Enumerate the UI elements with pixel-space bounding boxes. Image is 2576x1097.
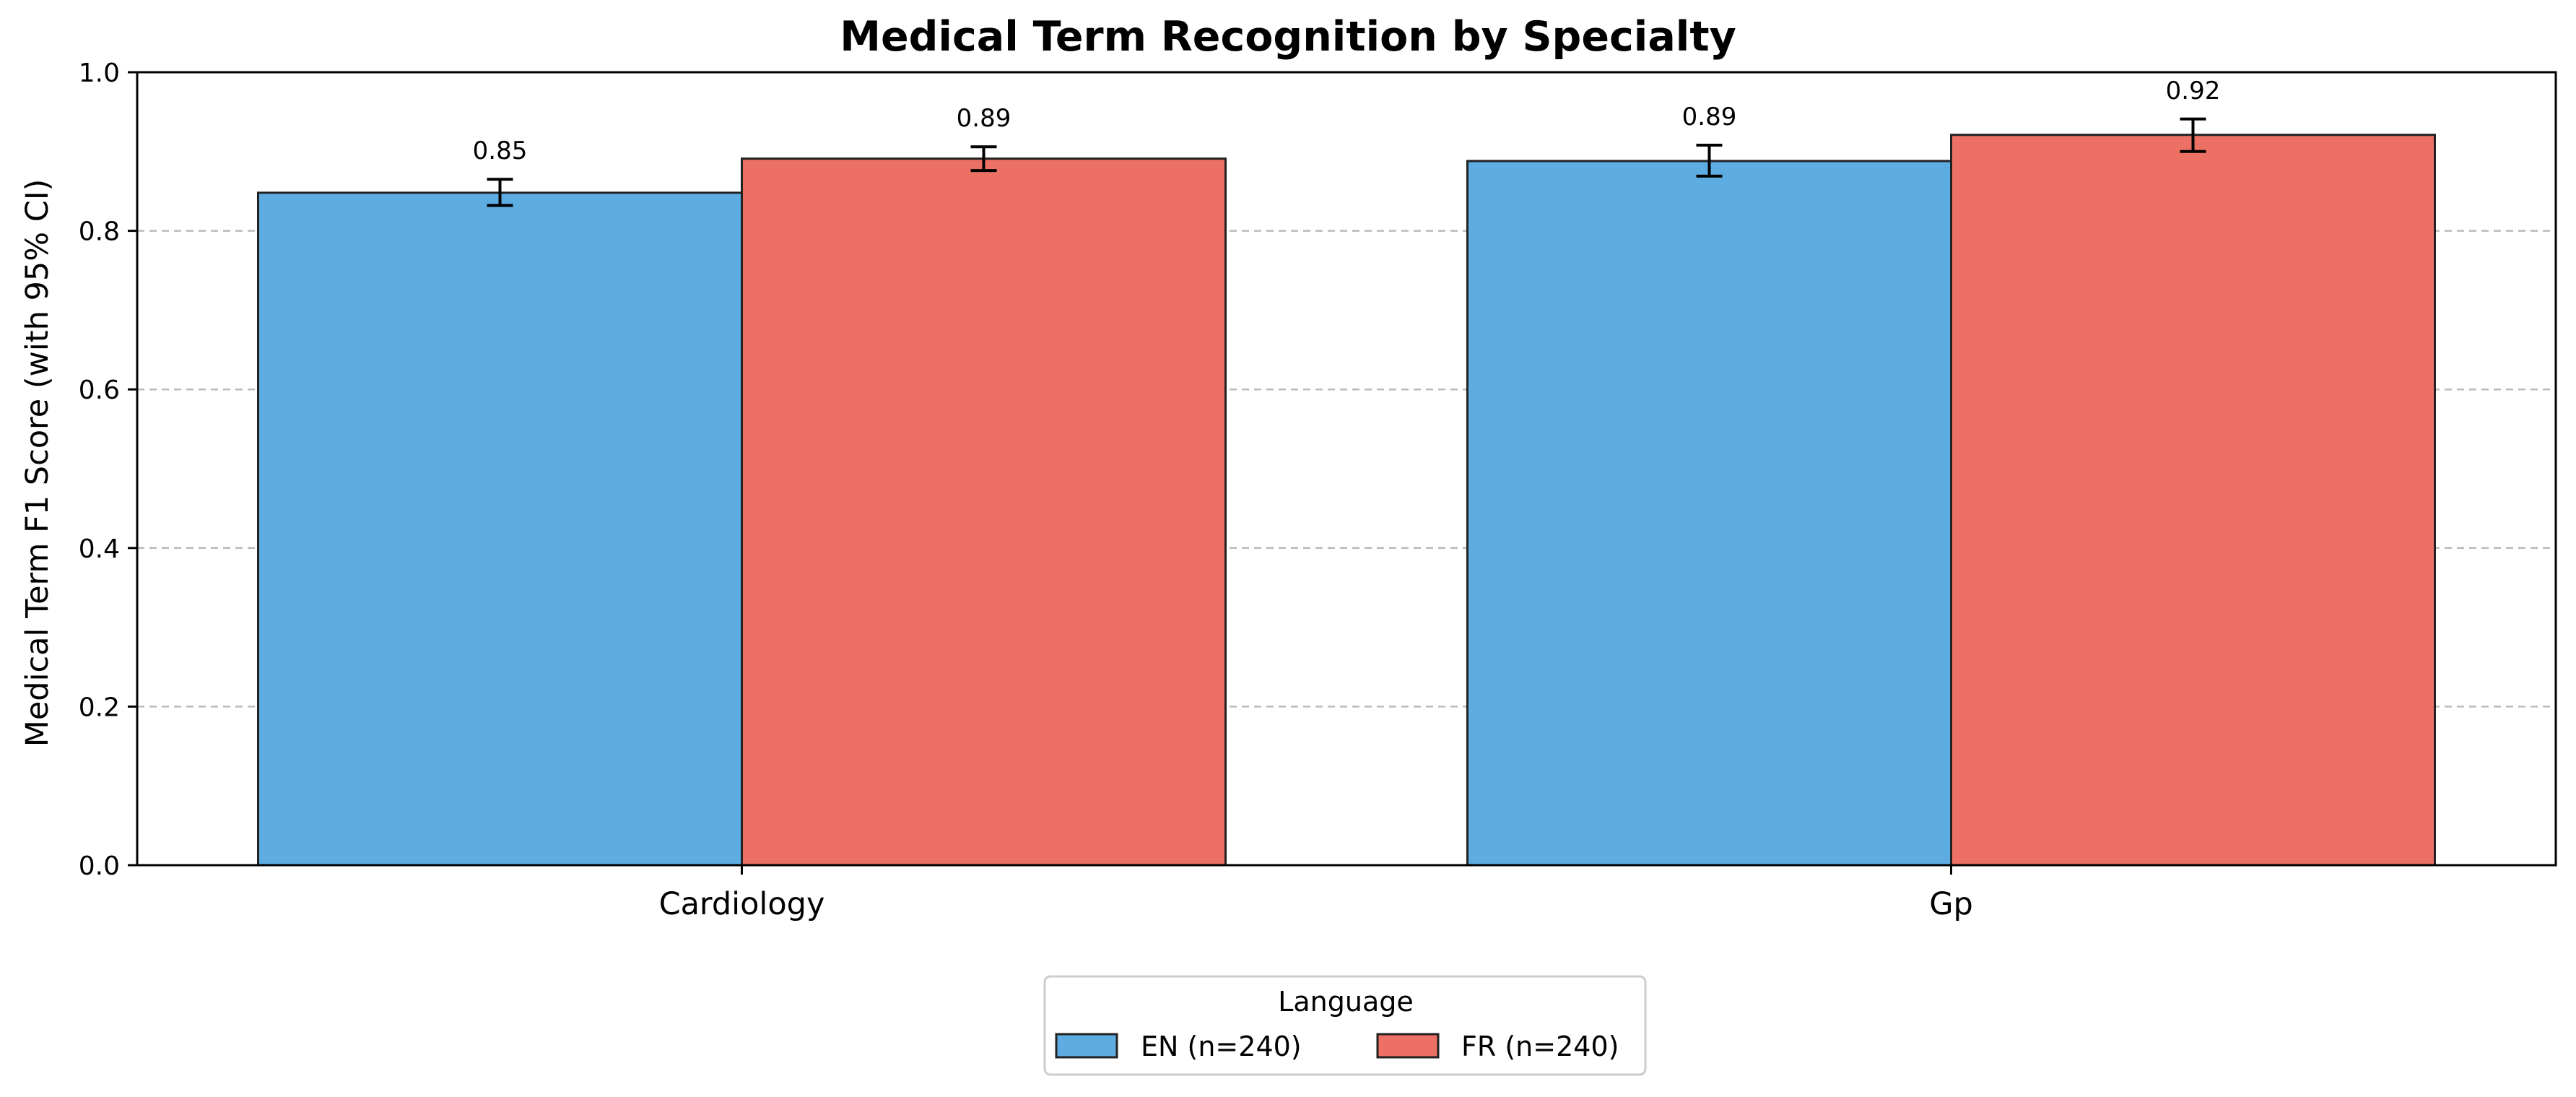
y-tick-label: 0.0	[79, 851, 120, 881]
y-tick-label: 0.2	[79, 693, 120, 722]
plot-frame	[136, 71, 2557, 867]
y-tick-label: 0.6	[79, 376, 120, 405]
error-bars	[487, 117, 2206, 207]
data-label: 0.85	[473, 136, 528, 165]
legend-box	[1043, 975, 1647, 1076]
y-tick-label: 1.0	[79, 58, 120, 88]
y-tick-label: 0.8	[79, 217, 120, 247]
y-axis-ticks: 0.0 0.2 0.4 0.6 0.8 1.0	[79, 58, 137, 881]
y-tick-label: 0.4	[79, 534, 120, 564]
legend: Language EN (n=240) FR (n=240)	[1043, 975, 1647, 1076]
chart-title: Medical Term Recognition by Specialty	[840, 13, 1736, 61]
data-label: 0.92	[2166, 77, 2221, 105]
legend-swatch-en	[1055, 1033, 1118, 1059]
bar	[257, 191, 743, 867]
legend-label-en: EN (n=240)	[1141, 1031, 1302, 1062]
x-tick-label: Cardiology	[659, 886, 825, 922]
bar	[741, 157, 1227, 867]
x-tick-label: Gp	[1929, 886, 1973, 922]
legend-title: Language	[1278, 986, 1414, 1018]
legend-label-fr: FR (n=240)	[1461, 1031, 1619, 1062]
data-label: 0.89	[1682, 103, 1737, 131]
x-axis-ticks: Cardiology Gp	[659, 865, 1973, 922]
data-label: 0.89	[957, 104, 1011, 133]
data-labels: 0.85 0.89 0.89 0.92	[473, 77, 2221, 165]
y-axis-label: Medical Term F1 Score (with 95% CI)	[19, 179, 56, 747]
bar	[1466, 160, 1952, 867]
bar	[1950, 134, 2436, 867]
legend-swatch-fr	[1376, 1033, 1440, 1059]
